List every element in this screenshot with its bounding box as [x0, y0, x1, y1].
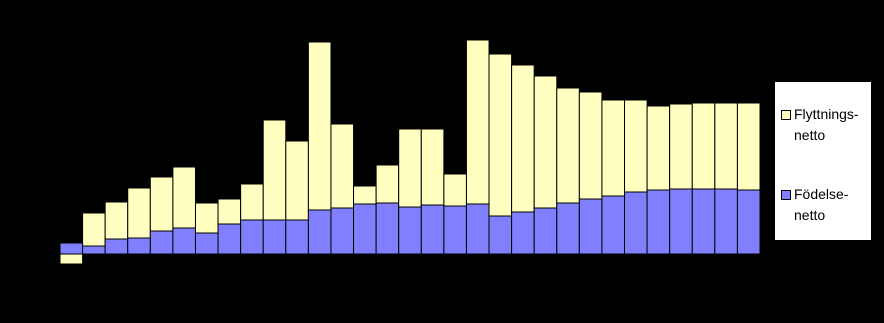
- legend-item: Födelse-netto: [781, 184, 867, 226]
- bar-segment: [443, 205, 467, 255]
- bar-segment: [353, 185, 377, 205]
- bar-segment: [330, 123, 355, 209]
- bar-segment: [149, 230, 174, 255]
- bar-segment: [217, 223, 242, 255]
- bar-segment: [601, 195, 626, 255]
- bar-segment: [691, 188, 716, 255]
- bar-segment: [307, 41, 332, 211]
- legend: Flyttnings-netto Födelse-netto: [775, 82, 871, 240]
- bar-segment: [149, 176, 174, 232]
- bar-segment: [624, 99, 648, 193]
- bar-segment: [240, 219, 264, 255]
- bar-segment: [578, 91, 603, 200]
- bar-segment: [624, 191, 648, 255]
- bar-segment: [375, 202, 400, 255]
- bar-segment: [669, 103, 693, 190]
- bar-segment: [262, 219, 287, 255]
- legend-label: Flyttnings-netto: [794, 106, 859, 143]
- bar-segment: [127, 237, 151, 255]
- bar-segment: [691, 102, 716, 190]
- bar-segment: [533, 207, 558, 255]
- bar-segment: [194, 232, 219, 255]
- bar-segment: [59, 253, 84, 265]
- bar-segment: [488, 53, 513, 217]
- bar-segment: [353, 203, 377, 255]
- bar-segment: [714, 188, 738, 255]
- bar-segment: [172, 166, 196, 229]
- legend-swatch: [781, 110, 791, 120]
- bar-segment: [330, 207, 355, 255]
- bar-segment: [488, 215, 513, 255]
- bar-segment: [465, 39, 490, 205]
- bar-segment: [194, 202, 219, 234]
- bar-segment: [285, 219, 309, 255]
- bar-segment: [556, 87, 580, 204]
- bar-segment: [714, 102, 738, 190]
- bar-segment: [736, 102, 761, 191]
- bar-segment: [262, 119, 287, 221]
- legend-label: Födelse-netto: [794, 186, 849, 223]
- bar-segment: [669, 188, 693, 255]
- bar-segment: [736, 189, 761, 255]
- bar-segment: [511, 211, 535, 255]
- bar-segment: [104, 238, 129, 255]
- bar-segment: [217, 198, 242, 225]
- bar-segment: [578, 198, 603, 255]
- bar-segment: [420, 204, 445, 255]
- bar-segment: [646, 105, 671, 191]
- bar-segment: [646, 189, 671, 255]
- bar-segment: [82, 245, 106, 255]
- bar-segment: [172, 227, 196, 255]
- bar-segment: [398, 128, 422, 208]
- bar-segment: [556, 202, 580, 255]
- bar-segment: [240, 183, 264, 221]
- bar-segment: [443, 173, 467, 207]
- bar-segment: [533, 75, 558, 209]
- bar-segment: [307, 209, 332, 255]
- bar-segment: [82, 212, 106, 247]
- bar-segment: [511, 64, 535, 213]
- bar-segment: [59, 242, 84, 255]
- bar-segment: [375, 164, 400, 204]
- bar-segment: [398, 206, 422, 255]
- legend-swatch: [781, 190, 791, 200]
- bar-segment: [465, 203, 490, 255]
- bar-segment: [285, 140, 309, 221]
- bar-segment: [127, 187, 151, 239]
- legend-item: Flyttnings-netto: [781, 104, 867, 146]
- bar-segment: [601, 99, 626, 197]
- bar-segment: [420, 128, 445, 206]
- bar-segment: [104, 201, 129, 240]
